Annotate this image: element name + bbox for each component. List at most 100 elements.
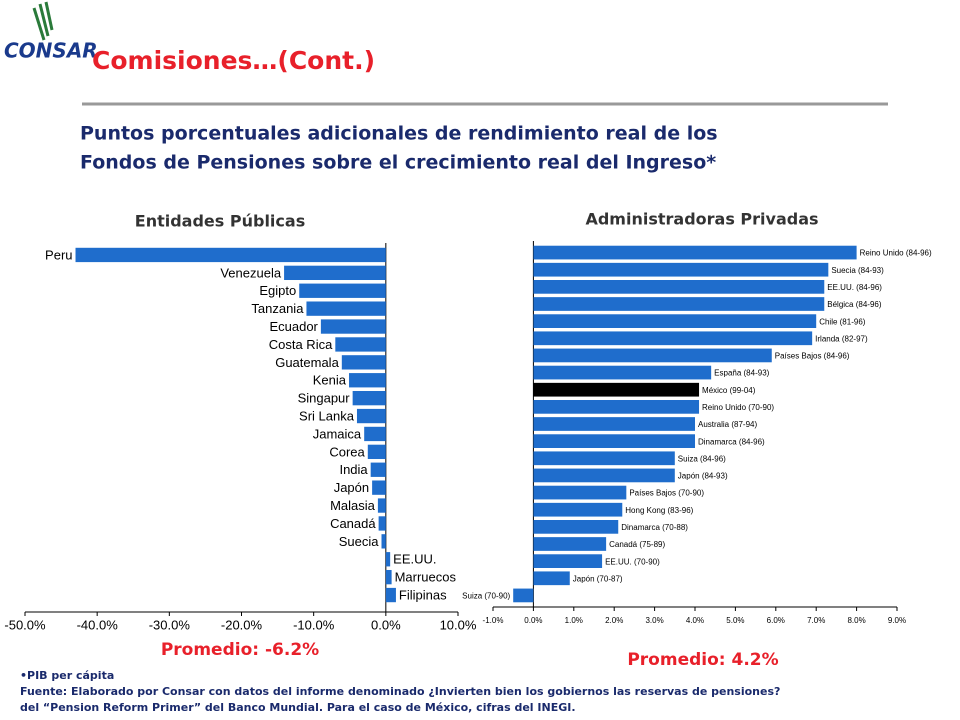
subtitle: Puntos porcentuales adicionales de rendi…	[80, 123, 718, 145]
subtitle: Fondos de Pensiones sobre el crecimiento…	[80, 152, 716, 174]
chart-title: Entidades Públicas	[135, 212, 305, 231]
category-label: Japón (70-87)	[573, 574, 623, 583]
category-label: Dinamarca (70-88)	[621, 523, 688, 532]
footnote: del “Pension Reform Primer” del Banco Mu…	[20, 701, 576, 714]
bar	[377, 498, 386, 513]
bar	[306, 301, 386, 316]
x-tick-label: -20.0%	[221, 617, 263, 632]
category-label: Irlanda (82-97)	[815, 334, 868, 343]
x-tick-label: -50.0%	[4, 617, 46, 632]
category-label: Reino Unido (84-96)	[860, 249, 932, 258]
bar	[352, 390, 386, 406]
x-tick-label: 0.0%	[524, 616, 542, 625]
category-label: Ecuador	[269, 319, 318, 334]
category-label: Australia (87-94)	[698, 420, 757, 429]
category-label: Venezuela	[220, 265, 281, 280]
category-label: Países Bajos (70-90)	[629, 489, 704, 498]
x-tick-label: 10.0%	[440, 617, 477, 632]
bar	[533, 434, 695, 448]
bar	[378, 516, 386, 531]
bar	[533, 554, 603, 568]
bar	[335, 337, 386, 352]
bar	[284, 265, 386, 281]
x-tick-label: 4.0%	[686, 616, 704, 625]
category-label: Egipto	[259, 283, 296, 298]
logo-text: CONSAR	[4, 39, 98, 63]
category-label: EE.UU. (70-90)	[605, 557, 660, 566]
category-label: India	[339, 462, 368, 477]
category-label: Peru	[45, 247, 72, 262]
bar	[533, 451, 675, 466]
category-label: Países Bajos (84-96)	[775, 352, 850, 361]
category-label: Jamaica	[313, 426, 362, 441]
x-tick-label: -30.0%	[149, 617, 191, 632]
x-tick-label: 0.0%	[371, 617, 401, 632]
x-tick-label: -40.0%	[77, 617, 119, 632]
bar	[533, 280, 825, 294]
footnote: •PIB per cápita	[20, 669, 114, 682]
category-label: Filipinas	[399, 587, 447, 602]
logo-mark	[32, 1, 54, 41]
bar	[533, 417, 695, 431]
logo: CONSAR	[4, 1, 98, 63]
chart-title: Administradoras Privadas	[585, 210, 818, 229]
bar	[385, 552, 391, 567]
category-label: Costa Rica	[269, 337, 333, 352]
bar	[513, 588, 534, 603]
category-label: Chile (81-96)	[819, 317, 866, 326]
bar	[349, 373, 386, 388]
x-tick-label: -10.0%	[293, 617, 335, 632]
category-label: Kenia	[313, 373, 347, 388]
bar	[533, 331, 813, 346]
category-label: México (99-04)	[702, 386, 756, 395]
bar	[533, 365, 712, 380]
x-tick-label: 5.0%	[726, 616, 744, 625]
category-label: España (84-93)	[714, 369, 769, 378]
x-tick-label: 3.0%	[645, 616, 663, 625]
category-label: Japón (84-93)	[678, 472, 728, 481]
category-label: Canadá (75-89)	[609, 540, 665, 549]
category-label: Malasia	[330, 498, 376, 513]
category-label: Japón	[334, 480, 369, 495]
bar	[533, 245, 857, 260]
bar	[533, 571, 570, 586]
category-label: Suiza (84-96)	[678, 454, 726, 463]
bar	[533, 468, 675, 483]
bar	[370, 462, 386, 477]
category-label: Bélgica (84-96)	[827, 300, 882, 309]
bar	[533, 485, 627, 500]
category-label: Hong Kong (83-96)	[625, 506, 693, 515]
category-label: Corea	[329, 444, 365, 459]
bar	[533, 262, 829, 277]
category-label: Dinamarca (84-96)	[698, 437, 765, 446]
bar	[320, 319, 386, 334]
category-label: Singapur	[298, 391, 351, 406]
bar	[372, 480, 386, 495]
category-label: Guatemala	[275, 355, 339, 370]
category-label: Marruecos	[395, 570, 457, 585]
bar	[367, 444, 386, 460]
category-label: Sri Lanka	[299, 408, 355, 423]
average-annotation: Promedio: 4.2%	[627, 650, 778, 670]
category-label: Suiza (70-90)	[462, 592, 510, 601]
bar	[356, 408, 386, 424]
x-tick-label: 6.0%	[767, 616, 785, 625]
bar	[533, 297, 825, 311]
bar	[385, 569, 392, 585]
x-tick-label: 9.0%	[888, 616, 906, 625]
x-tick-label: -1.0%	[483, 616, 504, 625]
x-tick-label: 2.0%	[605, 616, 623, 625]
bar	[533, 382, 700, 397]
bar	[533, 502, 623, 517]
bar	[533, 314, 817, 328]
bar	[533, 400, 700, 414]
x-tick-label: 1.0%	[565, 616, 583, 625]
bar	[533, 520, 619, 534]
bar	[75, 247, 386, 263]
bar	[364, 426, 386, 442]
x-tick-label: 8.0%	[847, 616, 865, 625]
bar	[533, 348, 772, 363]
x-tick-label: 7.0%	[807, 616, 825, 625]
bar	[385, 587, 396, 603]
